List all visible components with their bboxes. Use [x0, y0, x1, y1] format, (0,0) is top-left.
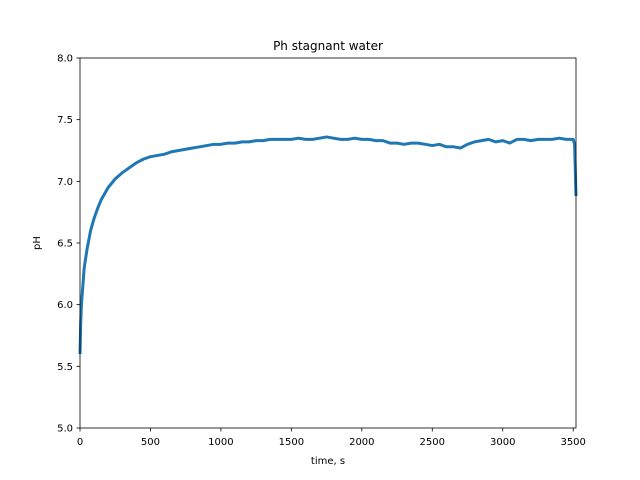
x-axis-label: time, s: [311, 456, 345, 467]
x-tick-label: 500: [141, 437, 160, 448]
series-layer: [78, 135, 578, 355]
x-tick-label: 1500: [279, 437, 304, 448]
y-axis-label: pH: [32, 236, 43, 250]
y-tick-label: 6.0: [57, 300, 73, 311]
y-tick-label: 7.0: [57, 177, 73, 188]
y-tick-label: 6.5: [57, 239, 73, 250]
y-tick-label: 5.5: [57, 362, 73, 373]
x-tick-label: 2000: [349, 437, 374, 448]
y-axis: 5.0 5.5 6.0 6.5 7.0 7.5 8.0: [57, 54, 80, 435]
series-line-1: [78, 135, 578, 355]
y-tick-label: 5.0: [57, 424, 73, 435]
x-tick-label: 3000: [490, 437, 515, 448]
plot-area: [80, 58, 576, 428]
x-axis: 0 500 1000 1500 2000 2500 3000 3500: [77, 428, 586, 448]
chart-title: Ph stagnant water: [273, 39, 383, 53]
x-tick-label: 2500: [420, 437, 445, 448]
x-tick-label: 0: [77, 437, 83, 448]
y-tick-label: 8.0: [57, 54, 73, 65]
y-tick-label: 7.5: [57, 115, 73, 126]
x-tick-label: 3500: [560, 437, 585, 448]
x-tick-label: 1000: [208, 437, 233, 448]
